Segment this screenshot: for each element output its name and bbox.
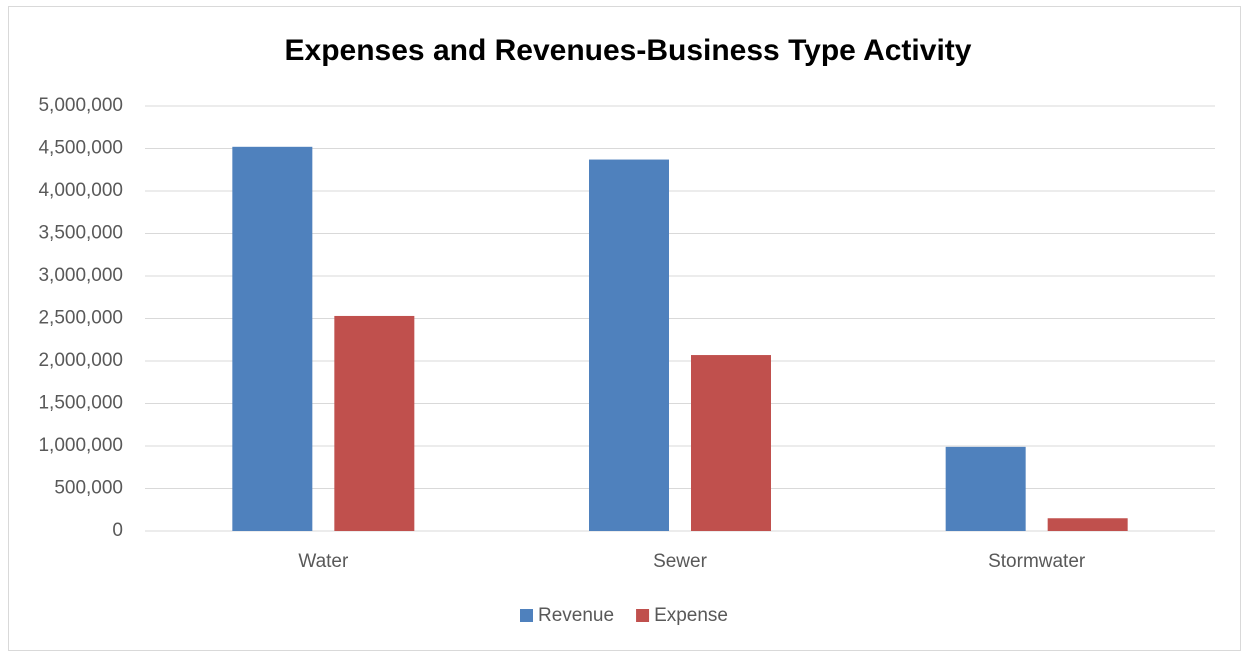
- chart-title: Expenses and Revenues-Business Type Acti…: [285, 34, 972, 67]
- x-tick-label: Sewer: [653, 551, 708, 572]
- y-tick-label: 4,500,000: [38, 138, 123, 159]
- legend-swatch: [520, 609, 533, 622]
- bar: [1047, 518, 1128, 531]
- y-tick-label: 0: [112, 520, 123, 541]
- bar: [334, 315, 415, 531]
- bar: [945, 446, 1026, 531]
- y-tick-label: 5,000,000: [38, 95, 123, 116]
- y-tick-label: 1,500,000: [38, 393, 123, 414]
- x-tick-label: Stormwater: [988, 551, 1086, 572]
- legend-swatch: [636, 609, 650, 622]
- y-tick-label: 3,500,000: [38, 223, 123, 244]
- y-tick-label: 500,000: [54, 478, 123, 499]
- x-tick-label: Water: [298, 551, 349, 572]
- legend-label: Expense: [654, 605, 728, 626]
- legend-label: Revenue: [538, 605, 614, 626]
- y-tick-label: 3,000,000: [38, 265, 123, 286]
- y-tick-label: 2,500,000: [38, 308, 123, 329]
- y-tick-label: 1,000,000: [38, 435, 123, 456]
- bar: [691, 355, 771, 531]
- bar: [232, 146, 313, 532]
- y-tick-label: 2,000,000: [38, 350, 123, 371]
- y-tick-label: 4,000,000: [38, 180, 123, 201]
- bar: [589, 159, 669, 532]
